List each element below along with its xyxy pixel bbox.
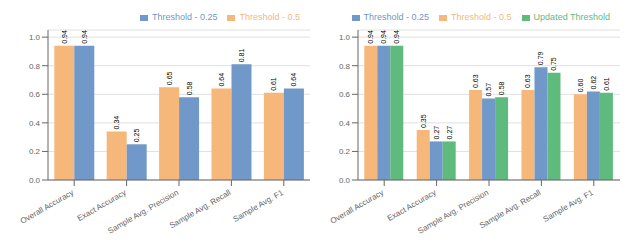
- svg-text:0.35: 0.35: [420, 114, 427, 128]
- svg-text:0.94: 0.94: [393, 30, 400, 44]
- svg-text:0.65: 0.65: [166, 71, 173, 85]
- svg-text:0.25: 0.25: [133, 129, 140, 143]
- svg-text:0.81: 0.81: [238, 49, 245, 63]
- svg-text:0.94: 0.94: [367, 30, 374, 44]
- svg-text:0.57: 0.57: [485, 83, 492, 97]
- svg-text:0.6: 0.6: [29, 90, 41, 99]
- svg-text:0.58: 0.58: [186, 81, 193, 95]
- svg-text:Sample Avg. Precision: Sample Avg. Precision: [106, 188, 180, 236]
- svg-text:0.0: 0.0: [339, 176, 351, 185]
- svg-text:Sample Avg. F1: Sample Avg. F1: [542, 188, 596, 224]
- svg-text:0.60: 0.60: [577, 79, 584, 93]
- svg-text:0.58: 0.58: [498, 81, 505, 95]
- svg-text:0.94: 0.94: [81, 30, 88, 44]
- svg-text:0.79: 0.79: [537, 51, 544, 65]
- svg-text:0.61: 0.61: [603, 77, 610, 91]
- svg-text:0.63: 0.63: [472, 74, 479, 88]
- svg-text:Sample Avg. Recall: Sample Avg. Recall: [478, 188, 543, 231]
- svg-text:0.94: 0.94: [380, 30, 387, 44]
- svg-text:Sample Avg. Recall: Sample Avg. Recall: [168, 188, 233, 231]
- svg-text:0.27: 0.27: [433, 126, 440, 140]
- svg-text:1.0: 1.0: [29, 33, 41, 42]
- svg-text:0.8: 0.8: [29, 62, 41, 71]
- svg-text:0.62: 0.62: [590, 76, 597, 90]
- svg-text:Sample Avg. Precision: Sample Avg. Precision: [416, 188, 490, 236]
- svg-text:Exact Accuracy: Exact Accuracy: [76, 188, 128, 223]
- svg-text:0.2: 0.2: [339, 147, 351, 156]
- svg-text:0.27: 0.27: [446, 126, 453, 140]
- svg-text:0.2: 0.2: [29, 147, 41, 156]
- svg-text:0.75: 0.75: [550, 57, 557, 71]
- html-text:Threshold - 0.5: Threshold - 0.5: [451, 12, 512, 22]
- svg-text:0.64: 0.64: [218, 73, 225, 87]
- html-text:Threshold - 0.25: Threshold - 0.25: [151, 12, 218, 22]
- svg-text:0.63: 0.63: [524, 74, 531, 88]
- svg-text:0.0: 0.0: [29, 176, 41, 185]
- html-text:Threshold - 0.25: Threshold - 0.25: [363, 12, 430, 22]
- svg-text:0.61: 0.61: [270, 77, 277, 91]
- svg-text:0.94: 0.94: [61, 30, 68, 44]
- svg-text:0.6: 0.6: [339, 90, 351, 99]
- html-text:Threshold - 0.5: Threshold - 0.5: [239, 12, 300, 22]
- svg-text:1.0: 1.0: [339, 33, 351, 42]
- svg-text:Overall Accuracy: Overall Accuracy: [19, 188, 75, 226]
- svg-text:0.8: 0.8: [339, 62, 351, 71]
- html-text:Updated Threshold: Updated Threshold: [533, 12, 610, 22]
- svg-text:0.4: 0.4: [339, 119, 351, 128]
- svg-text:0.34: 0.34: [113, 116, 120, 130]
- svg-text:0.4: 0.4: [29, 119, 41, 128]
- svg-text:Exact Accuracy: Exact Accuracy: [386, 188, 438, 223]
- svg-text:Sample Avg. F1: Sample Avg. F1: [232, 188, 286, 224]
- svg-text:Overall Accuracy: Overall Accuracy: [329, 188, 385, 226]
- svg-text:0.64: 0.64: [290, 73, 297, 87]
